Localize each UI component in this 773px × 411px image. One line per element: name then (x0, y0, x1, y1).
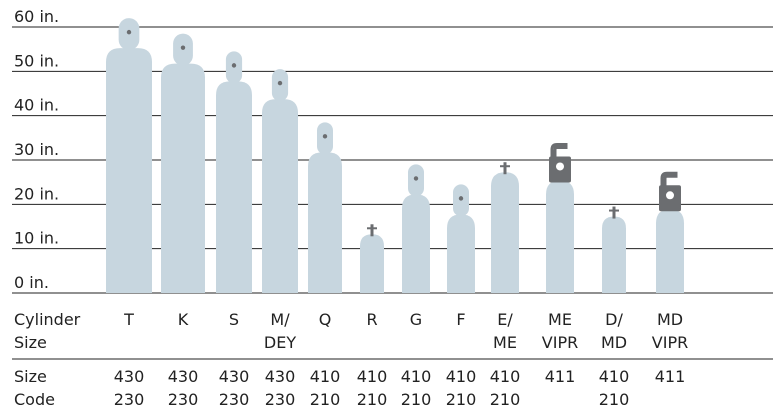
cylinder-body (491, 172, 519, 293)
cylinder-body (161, 63, 205, 294)
x-tick-label: G (410, 310, 422, 329)
y-tick-label: 40 in. (14, 96, 59, 115)
x-tick-label: DEY (264, 333, 296, 352)
size-code: 410 (310, 367, 341, 386)
size-code: 210 (357, 390, 388, 409)
size-code: 230 (219, 390, 250, 409)
size-code: 410 (446, 367, 477, 386)
x-tick-label: ME (493, 333, 517, 352)
size-code: 411 (545, 367, 576, 386)
valve-post (503, 162, 507, 175)
y-tick-label: 20 in. (14, 184, 59, 203)
x-tick-label: M/ (270, 310, 290, 329)
cap-dot (413, 176, 419, 181)
cylinder-body (546, 180, 574, 293)
size-code: 430 (219, 367, 250, 386)
vipr-dot (556, 162, 564, 171)
x-tick-label: T (123, 310, 134, 329)
row-label: Size (14, 367, 47, 386)
y-tick-label: 30 in. (14, 140, 59, 159)
cylinder-body (360, 234, 384, 293)
x-tick-label: E/ (497, 310, 513, 329)
valve-bar (367, 227, 377, 230)
size-code: 410 (490, 367, 521, 386)
vipr-handle (660, 171, 678, 188)
cap-dot (277, 80, 283, 86)
cylinder-body (602, 216, 626, 293)
x-tick-label: VIPR (542, 333, 578, 352)
size-code: 411 (655, 367, 686, 386)
x-tick-label: ME (548, 310, 572, 329)
cylinder-body (402, 194, 430, 293)
vipr-handle (550, 142, 568, 159)
cap-dot (180, 45, 186, 50)
size-code: 430 (114, 367, 145, 386)
row-label: Size (14, 333, 47, 352)
cap-dot (322, 134, 328, 139)
vipr-dot (666, 191, 674, 200)
x-tick-label: VIPR (652, 333, 688, 352)
row-label: Code (14, 390, 55, 409)
valve-bar (609, 209, 619, 212)
x-tick-label: MD (657, 310, 683, 329)
size-code: 430 (265, 367, 296, 386)
cylinder-body (447, 214, 475, 293)
size-code: 230 (114, 390, 145, 409)
x-tick-label: Q (319, 310, 332, 329)
cap-dot (126, 29, 132, 35)
cylinder-body (262, 99, 298, 293)
size-code: 430 (168, 367, 199, 386)
cylinder-body (656, 209, 684, 293)
size-code: 210 (599, 390, 630, 409)
cap-dot (458, 196, 464, 201)
y-tick-label: 0 in. (14, 273, 49, 292)
size-code: 210 (490, 390, 521, 409)
x-tick-label: S (229, 310, 239, 329)
size-code: 410 (599, 367, 630, 386)
y-tick-label: 10 in. (14, 229, 59, 248)
valve-post (612, 206, 616, 219)
size-code: 210 (310, 390, 341, 409)
cylinder-body (106, 48, 152, 294)
valve-bar (500, 165, 510, 168)
y-tick-label: 50 in. (14, 51, 59, 70)
cylinder-body (216, 81, 252, 293)
size-code: 410 (357, 367, 388, 386)
size-code: 230 (265, 390, 296, 409)
size-code: 210 (401, 390, 432, 409)
cap-dot (231, 63, 237, 68)
size-code: 210 (446, 390, 477, 409)
cylinder-body (308, 152, 342, 293)
valve-post (370, 224, 374, 237)
size-code: 230 (168, 390, 199, 409)
x-tick-label: K (178, 310, 189, 329)
x-tick-label: MD (601, 333, 627, 352)
y-tick-label: 60 in. (14, 7, 59, 26)
x-tick-label: F (456, 310, 465, 329)
x-tick-label: R (366, 310, 377, 329)
row-label: Cylinder (14, 310, 81, 329)
size-code: 410 (401, 367, 432, 386)
x-tick-label: D/ (605, 310, 623, 329)
